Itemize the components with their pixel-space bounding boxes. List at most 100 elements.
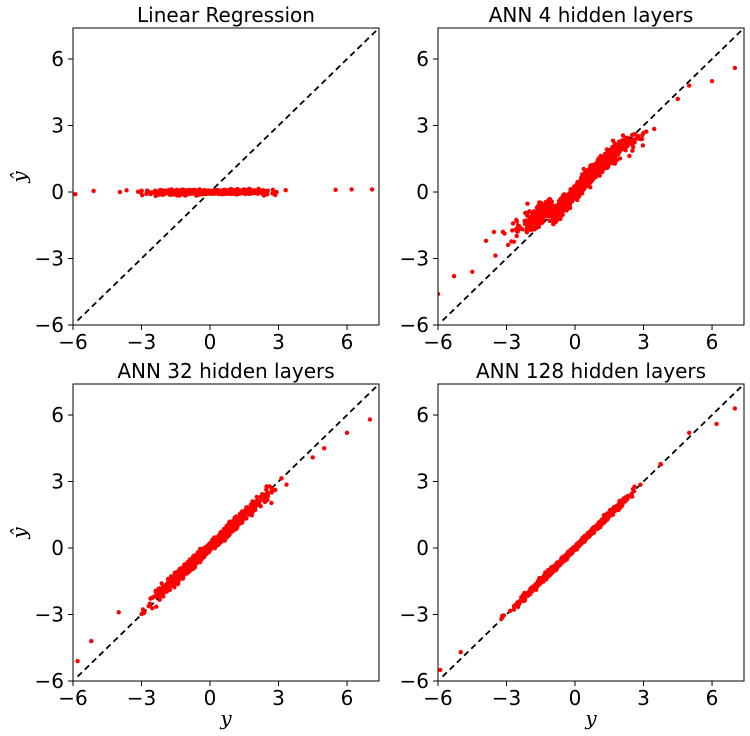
data-point — [557, 204, 563, 210]
data-point — [575, 197, 580, 203]
data-point — [582, 173, 587, 179]
data-point — [640, 132, 645, 138]
data-point — [333, 187, 338, 192]
data-point — [517, 599, 522, 604]
x-tick-label: 3 — [272, 330, 285, 354]
data-point — [116, 610, 121, 615]
data-point — [161, 594, 166, 599]
data-point — [156, 592, 161, 597]
data-point — [255, 189, 260, 194]
data-point — [511, 239, 517, 244]
data-point — [515, 223, 521, 228]
data-point — [554, 206, 559, 212]
data-point — [540, 210, 545, 215]
data-point — [581, 166, 586, 172]
data-point — [228, 527, 233, 532]
data-point — [124, 188, 129, 193]
data-point — [521, 598, 526, 604]
data-point — [179, 191, 185, 196]
data-point — [349, 187, 354, 192]
data-point — [265, 493, 271, 499]
data-point — [549, 204, 554, 209]
data-point — [623, 136, 628, 141]
data-point — [155, 588, 160, 593]
x-tick-label: 3 — [637, 330, 650, 354]
data-point — [176, 190, 181, 196]
data-point — [515, 604, 521, 610]
panel-title: ANN 32 hidden layers — [117, 359, 334, 383]
data-point — [566, 192, 571, 198]
data-point — [212, 546, 218, 551]
data-point — [560, 199, 565, 205]
data-point — [202, 548, 207, 554]
data-point — [181, 571, 186, 577]
data-point — [260, 492, 265, 497]
data-point — [248, 504, 253, 509]
data-point — [261, 498, 267, 503]
data-point — [283, 188, 288, 193]
data-point — [150, 606, 155, 611]
data-point — [542, 213, 547, 219]
data-point — [170, 189, 175, 194]
data-point — [117, 189, 123, 195]
data-point — [620, 133, 626, 138]
data-point — [148, 596, 153, 601]
data-point — [367, 417, 373, 422]
data-point — [146, 604, 151, 609]
x-axis-ticks: −6 −3 0 3 6 — [423, 325, 718, 354]
data-point — [185, 190, 190, 195]
data-point — [219, 531, 225, 536]
identity-line — [76, 28, 379, 322]
data-point — [270, 187, 276, 192]
data-point — [177, 573, 182, 578]
data-point — [588, 185, 593, 190]
y-tick-label: −3 — [400, 247, 429, 271]
x-tick-label: −6 — [423, 330, 452, 354]
data-point — [246, 508, 251, 513]
data-point — [175, 581, 181, 586]
data-point — [510, 228, 515, 233]
data-point — [620, 138, 625, 143]
data-point — [547, 218, 552, 223]
x-tick-label: 0 — [204, 330, 217, 354]
data-point — [247, 190, 253, 196]
y-tick-label: 0 — [51, 180, 64, 204]
y-tick-label: −6 — [35, 313, 64, 337]
data-point — [265, 490, 270, 495]
data-point — [154, 604, 159, 609]
data-point — [581, 178, 586, 184]
data-point — [545, 206, 550, 211]
data-point — [246, 186, 252, 192]
data-point — [597, 170, 602, 175]
data-point — [611, 161, 616, 166]
data-point — [572, 193, 577, 198]
data-point — [310, 455, 315, 460]
data-point — [197, 189, 202, 194]
data-point — [632, 484, 637, 489]
data-point — [184, 569, 189, 574]
data-point — [623, 139, 628, 145]
data-point — [208, 540, 214, 545]
data-point — [534, 222, 540, 228]
data-point — [561, 204, 566, 210]
data-point — [451, 274, 457, 279]
data-point — [269, 489, 274, 494]
data-point — [640, 143, 646, 148]
data-point — [538, 205, 543, 210]
data-point — [525, 201, 530, 206]
x-tick-label: −3 — [127, 686, 156, 710]
data-point — [491, 229, 497, 235]
data-point — [322, 446, 327, 451]
data-point — [531, 209, 536, 214]
y-tick-label: 3 — [51, 114, 64, 138]
data-point — [344, 430, 350, 435]
data-point — [617, 156, 623, 161]
data-point — [191, 190, 196, 195]
data-point — [254, 494, 259, 500]
data-point — [233, 527, 238, 532]
data-point — [598, 165, 603, 170]
data-point — [632, 137, 637, 142]
data-point — [529, 220, 535, 225]
